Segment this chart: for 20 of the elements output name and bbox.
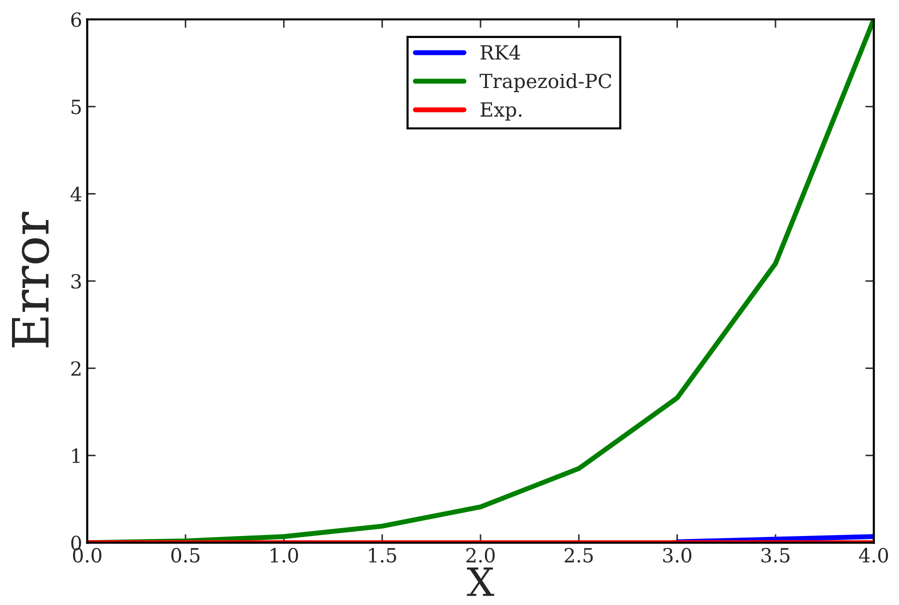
x-tick-label: 2.0: [466, 548, 495, 563]
y-tick-label: 6: [71, 12, 82, 28]
x-axis-title: X: [466, 568, 494, 596]
x-tick-label: 3.0: [663, 548, 692, 563]
legend-label: Trapezoid-PC: [480, 73, 612, 92]
line-series: [87, 19, 874, 543]
y-tick-label: 1: [72, 448, 80, 463]
x-tick-label: 1.5: [369, 548, 396, 563]
legend-label: RK4: [480, 45, 520, 60]
y-tick-label: 2: [71, 361, 80, 376]
x-tick-label: 1.0: [270, 548, 298, 563]
y-tick-label: 5: [72, 100, 81, 114]
legend-label: Exp.: [480, 102, 522, 121]
x-tick-label: 4.0: [858, 548, 888, 563]
y-axis-title: Error: [12, 212, 50, 348]
x-tick-label: 3.5: [762, 548, 790, 563]
y-tick-label: 3: [71, 274, 81, 289]
x-tick-label: 2.5: [564, 548, 593, 563]
y-tick-label: 4: [70, 186, 82, 202]
x-tick-label: 0.5: [171, 548, 200, 563]
